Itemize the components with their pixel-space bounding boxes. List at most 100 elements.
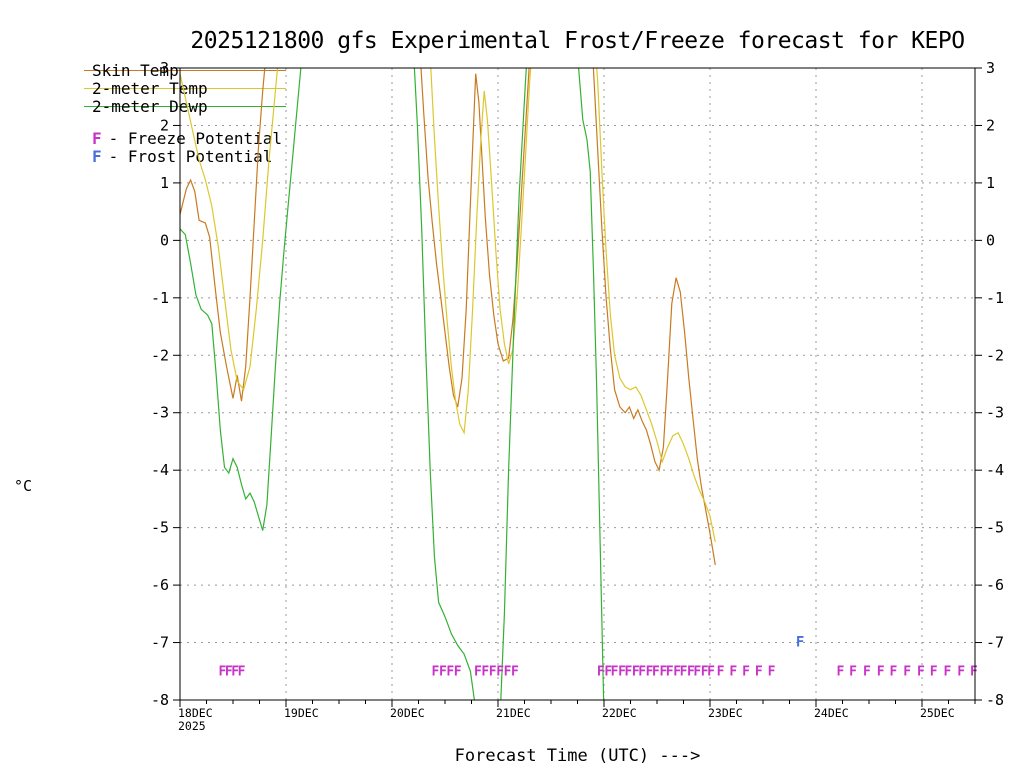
freeze-potential-flag: F bbox=[701, 664, 709, 679]
y-tick-label: 1 bbox=[160, 174, 169, 192]
plot-border bbox=[179, 67, 976, 701]
freeze-potential-flag: F bbox=[632, 664, 640, 679]
freeze-potential-flag: F bbox=[432, 664, 440, 679]
y-tick-label: -1 bbox=[151, 289, 169, 307]
freeze-potential-flag: F bbox=[693, 664, 701, 679]
freeze-potential-flag: F bbox=[673, 664, 681, 679]
frost-potential-flag-letter: F bbox=[92, 147, 102, 166]
freeze-potential-flag: F bbox=[652, 664, 660, 679]
x-axis-labels: 18DEC 19DEC 20DEC 21DEC 22DEC 23DEC 24DEC 25DEC… bbox=[178, 706, 955, 733]
y-tick-label: -3 bbox=[986, 404, 1004, 422]
y-tick-label: 2 bbox=[160, 116, 169, 134]
y-axis-labels-right: 3 2 1 0 -1 -2 -3 -4 -5 -6 -7 -8 bbox=[986, 59, 1004, 709]
base-year-label: 2025 bbox=[178, 719, 206, 733]
x-tick-label: 19DEC bbox=[284, 706, 319, 720]
freeze-potential-flag: F bbox=[604, 664, 612, 679]
series-2-meter-temp bbox=[180, 68, 716, 543]
2m-temp-line-swatch bbox=[84, 88, 287, 89]
y-tick-label: 3 bbox=[160, 59, 169, 77]
y-tick-label: 1 bbox=[986, 174, 995, 192]
y-axis-unit-label: °C bbox=[14, 477, 33, 495]
y-tick-label: -2 bbox=[986, 346, 1004, 364]
axis-ticks bbox=[173, 67, 982, 707]
y-tick-label: -6 bbox=[986, 576, 1004, 594]
frost-potential-markers: F bbox=[796, 635, 804, 651]
freeze-potential-flag: F bbox=[957, 664, 965, 679]
legend-label-2m-temp: 2-meter Temp bbox=[92, 79, 208, 98]
freeze-potential-flag: F bbox=[917, 664, 925, 679]
legend-item-2m-temp: 2-meter Temp bbox=[84, 79, 287, 98]
freeze-potential-flag: F bbox=[496, 664, 504, 679]
y-tick-label: -3 bbox=[151, 404, 169, 422]
y-tick-label: -2 bbox=[151, 346, 169, 364]
y-tick-label: -5 bbox=[986, 519, 1004, 537]
freeze-potential-flag: F bbox=[231, 664, 239, 679]
freeze-potential-flag: F bbox=[446, 664, 454, 679]
x-tick-label: 20DEC bbox=[390, 706, 425, 720]
freeze-potential-flag: F bbox=[680, 664, 688, 679]
freeze-potential-flag: F bbox=[863, 664, 871, 679]
gridlines bbox=[180, 68, 975, 700]
x-tick-label: 23DEC bbox=[708, 706, 743, 720]
freeze-potential-flag: F bbox=[611, 664, 619, 679]
freeze-potential-flag: F bbox=[504, 664, 512, 679]
freeze-potential-flag: F bbox=[481, 664, 489, 679]
x-tick-label: 25DEC bbox=[920, 706, 955, 720]
freeze-potential-flag: F bbox=[638, 664, 646, 679]
legend-label-frost-potential: - Frost Potential bbox=[108, 147, 273, 166]
freeze-potential-flag: F bbox=[454, 664, 462, 679]
y-axis-labels-left: 3 2 1 0 -1 -2 -3 -4 -5 -6 -7 -8 bbox=[151, 59, 169, 709]
y-tick-label: -8 bbox=[986, 691, 1004, 709]
series-2-meter-dewp bbox=[180, 68, 605, 700]
freeze-potential-flag: F bbox=[742, 664, 750, 679]
chart-title: 2025121800 gfs Experimental Frost/Freeze… bbox=[190, 28, 965, 54]
y-tick-label: -4 bbox=[151, 461, 169, 479]
freeze-potential-flag: F bbox=[729, 664, 737, 679]
2m-dewp-line-swatch bbox=[84, 106, 287, 107]
legend-item-freeze-potential: F - Freeze Potential bbox=[92, 129, 283, 148]
freeze-potential-flag: F bbox=[877, 664, 885, 679]
freeze-potential-flag: F bbox=[511, 664, 519, 679]
legend: Skin Temp 2-meter Temp 2-meter Dewp F - F… bbox=[84, 61, 287, 166]
x-tick-label: 22DEC bbox=[602, 706, 637, 720]
freeze-potential-flag: F bbox=[646, 664, 654, 679]
legend-label-freeze-potential: - Freeze Potential bbox=[108, 129, 283, 148]
legend-label-skin-temp: Skin Temp bbox=[92, 61, 179, 80]
frost-potential-flag: F bbox=[796, 635, 804, 651]
freeze-potential-flag: F bbox=[768, 664, 776, 679]
y-tick-label: -7 bbox=[151, 634, 169, 652]
freeze-potential-flag: F bbox=[970, 664, 978, 679]
freeze-potential-flag: F bbox=[489, 664, 497, 679]
freeze-potential-flag: F bbox=[474, 664, 482, 679]
y-tick-label: 2 bbox=[986, 116, 995, 134]
freeze-potential-flag: F bbox=[439, 664, 447, 679]
freeze-potential-flag: F bbox=[755, 664, 763, 679]
freeze-potential-flag: F bbox=[903, 664, 911, 679]
freeze-potential-flag: F bbox=[717, 664, 725, 679]
freeze-potential-flag: F bbox=[597, 664, 605, 679]
x-axis-title: Forecast Time (UTC) ---> bbox=[454, 746, 701, 766]
freeze-potential-flag: F bbox=[849, 664, 857, 679]
freeze-potential-flag: F bbox=[659, 664, 667, 679]
y-tick-label: 0 bbox=[160, 231, 169, 249]
legend-item-frost-potential: F - Frost Potential bbox=[92, 147, 282, 166]
y-tick-label: -6 bbox=[151, 576, 169, 594]
freeze-potential-flag: F bbox=[238, 664, 246, 679]
freeze-potential-flag: F bbox=[889, 664, 897, 679]
freeze-potential-flag: F bbox=[836, 664, 844, 679]
freeze-potential-flag: F bbox=[624, 664, 632, 679]
legend-item-skin-temp: Skin Temp bbox=[84, 61, 287, 80]
x-tick-label: 18DEC bbox=[178, 706, 213, 720]
freeze-potential-flag: F bbox=[687, 664, 695, 679]
y-tick-label: 0 bbox=[986, 231, 995, 249]
y-tick-label: -4 bbox=[986, 461, 1004, 479]
y-tick-label: -5 bbox=[151, 519, 169, 537]
x-tick-label: 21DEC bbox=[496, 706, 531, 720]
freeze-potential-flag: F bbox=[225, 664, 233, 679]
freeze-potential-flag: F bbox=[618, 664, 626, 679]
x-tick-label: 24DEC bbox=[814, 706, 849, 720]
legend-label-2m-dewp: 2-meter Dewp bbox=[92, 97, 208, 116]
